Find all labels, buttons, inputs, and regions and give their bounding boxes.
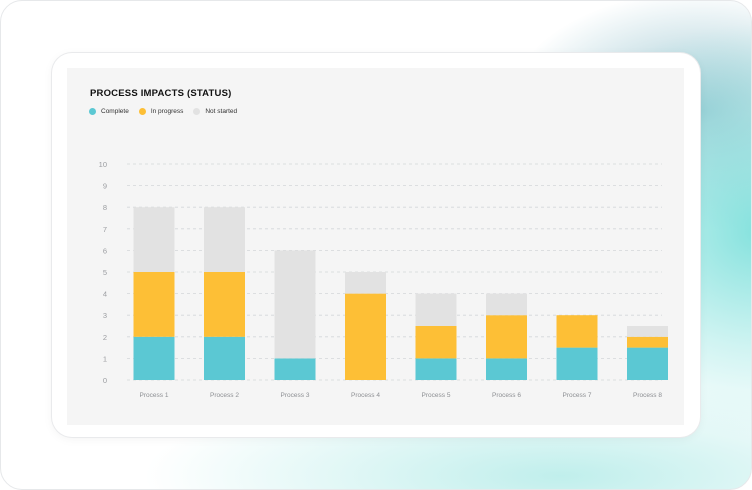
bar-segment-not-started-6 — [486, 293, 527, 316]
y-tick-label: 4 — [103, 290, 107, 299]
y-tick-label: 2 — [103, 333, 107, 342]
x-category-label: Process 6 — [492, 392, 521, 399]
bar-segment-complete-8 — [627, 347, 668, 380]
bar-segment-not-started-3 — [274, 250, 316, 359]
y-tick-label: 7 — [103, 225, 107, 234]
bar-segment-in-progress-2 — [204, 272, 245, 337]
legend-swatch-in-progress — [138, 108, 146, 115]
chart-title: PROCESS IMPACTS (STATUS) — [90, 88, 232, 99]
x-category-label: Process 3 — [281, 392, 310, 399]
y-tick-label: 10 — [99, 160, 107, 169]
bar-segment-not-started-1 — [133, 207, 175, 272]
bar-segment-complete-6 — [486, 358, 527, 380]
bar-segment-in-progress-5 — [415, 326, 457, 359]
x-category-label: Process 7 — [563, 392, 592, 399]
bar-segment-in-progress-6 — [486, 315, 527, 359]
x-category-label: Process 5 — [422, 392, 451, 399]
legend-label-not-started: Not started — [205, 108, 238, 115]
y-tick-label: 1 — [103, 354, 107, 363]
y-tick-label: 8 — [103, 203, 107, 212]
x-category-label: Process 2 — [210, 392, 239, 399]
y-tick-label: 3 — [103, 311, 107, 320]
bar-segment-complete-2 — [204, 336, 245, 380]
bar-segment-not-started-4 — [345, 272, 386, 294]
bar-segment-in-progress-8 — [627, 336, 668, 348]
legend-swatch-not-started — [193, 108, 201, 115]
bar-segment-complete-3 — [274, 358, 316, 380]
legend-item-in-progress: In progress — [138, 108, 184, 115]
bar-segment-not-started-5 — [415, 293, 457, 326]
legend-label-in-progress: In progress — [150, 108, 184, 115]
bar-segment-not-started-2 — [204, 207, 245, 272]
bar-segment-not-started-8 — [627, 326, 668, 337]
stacked-bar-chart: 0 1 2 3 4 5 6 7 8 9 10 Process 1 Process 2 Process 3 P… — [99, 160, 668, 399]
legend-swatch-complete — [89, 108, 96, 115]
bar-segment-complete-5 — [415, 358, 457, 380]
legend-item-not-started: Not started — [193, 108, 237, 115]
x-category-label: Process 4 — [351, 392, 380, 399]
bar-segment-in-progress-1 — [133, 272, 175, 337]
y-tick-label: 9 — [103, 182, 107, 191]
legend-label-complete: Complete — [101, 108, 129, 115]
bar-segment-in-progress-4 — [345, 293, 386, 380]
bar-segment-in-progress-7 — [556, 315, 598, 348]
chart-panel: PROCESS IMPACTS (STATUS) Complete In pro… — [67, 68, 684, 425]
y-tick-label: 5 — [103, 268, 107, 277]
bar-segment-complete-7 — [556, 347, 598, 380]
bar-segment-complete-1 — [133, 336, 175, 380]
y-tick-label: 0 — [103, 376, 107, 385]
x-category-label: Process 1 — [140, 392, 169, 399]
y-tick-label: 6 — [103, 246, 107, 255]
legend-item-complete: Complete — [89, 108, 129, 115]
x-category-label: Process 8 — [633, 392, 662, 399]
chart-card: PROCESS IMPACTS (STATUS) Complete In pro… — [52, 53, 700, 437]
chart-legend: Complete In progress Not started — [89, 108, 247, 115]
